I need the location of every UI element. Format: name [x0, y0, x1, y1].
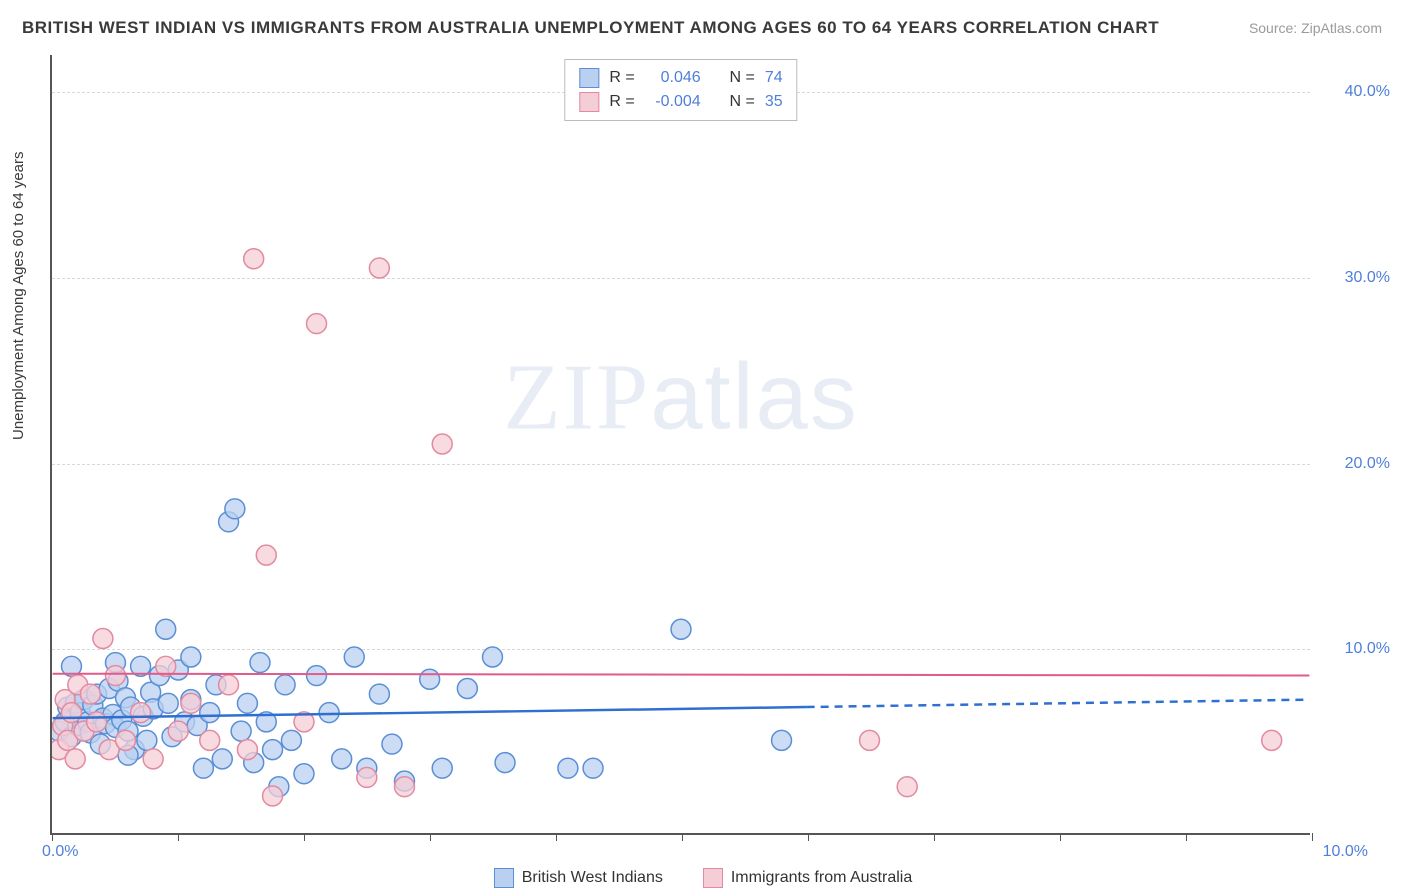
trend-lines	[52, 55, 1310, 833]
y-tick-label: 40.0%	[1345, 83, 1390, 101]
y-tick-label: 20.0%	[1345, 455, 1390, 473]
x-tick-min: 0.0%	[42, 843, 78, 861]
corr-row-1: R = 0.046 N = 74	[579, 66, 782, 90]
chart-title: BRITISH WEST INDIAN VS IMMIGRANTS FROM A…	[22, 18, 1159, 38]
x-tick	[430, 833, 431, 841]
legend-label-bwi: British West Indians	[522, 869, 663, 887]
trend-line-dashed	[807, 700, 1310, 707]
correlation-legend: R = 0.046 N = 74 R = -0.004 N = 35	[564, 59, 797, 121]
x-tick	[934, 833, 935, 841]
x-tick	[808, 833, 809, 841]
r-label: R =	[609, 90, 634, 114]
x-tick	[178, 833, 179, 841]
x-tick	[1186, 833, 1187, 841]
legend-swatch-bwi	[494, 868, 514, 888]
legend-label-aus: Immigrants from Australia	[731, 869, 912, 887]
corr-row-2: R = -0.004 N = 35	[579, 90, 782, 114]
plot-area: ZIPatlas R = 0.046 N = 74 R = -0.004 N =…	[50, 55, 1310, 835]
y-tick-label: 10.0%	[1345, 640, 1390, 658]
source-attribution: Source: ZipAtlas.com	[1249, 20, 1382, 36]
n-label: N =	[730, 90, 755, 114]
series-legend: British West Indians Immigrants from Aus…	[0, 868, 1406, 888]
x-tick	[304, 833, 305, 841]
r-label: R =	[609, 66, 634, 90]
x-tick	[682, 833, 683, 841]
legend-swatch-aus	[703, 868, 723, 888]
x-tick	[52, 833, 53, 841]
swatch-bwi	[579, 68, 599, 88]
trend-line-solid	[53, 674, 1310, 676]
r-value-bwi: 0.046	[645, 66, 701, 90]
n-label: N =	[730, 66, 755, 90]
n-value-bwi: 74	[765, 66, 783, 90]
x-tick	[1060, 833, 1061, 841]
y-axis-label: Unemployment Among Ages 60 to 64 years	[10, 151, 27, 440]
x-tick	[1312, 833, 1313, 841]
legend-item-bwi: British West Indians	[494, 868, 663, 888]
x-tick	[556, 833, 557, 841]
x-tick-max: 10.0%	[1323, 843, 1368, 861]
n-value-aus: 35	[765, 90, 783, 114]
swatch-aus	[579, 92, 599, 112]
r-value-aus: -0.004	[645, 90, 701, 114]
trend-line-solid	[53, 707, 807, 718]
legend-item-aus: Immigrants from Australia	[703, 868, 912, 888]
y-tick-label: 30.0%	[1345, 269, 1390, 287]
